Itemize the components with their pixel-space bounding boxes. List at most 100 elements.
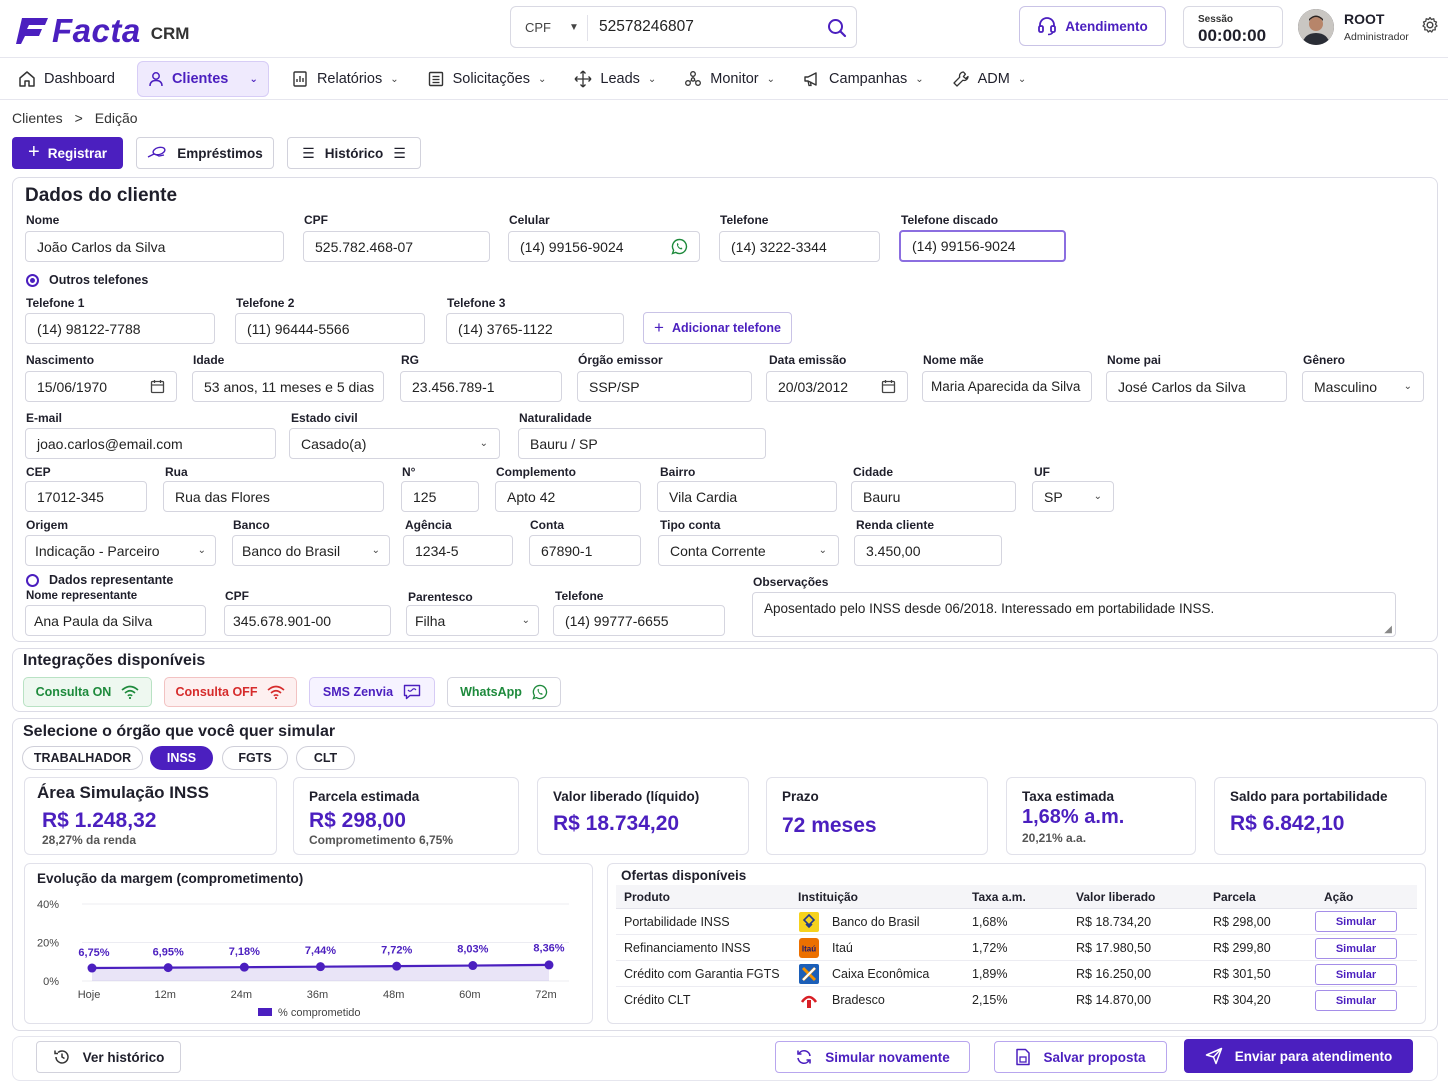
notes-textarea[interactable]: Aposentado pelo INSS desde 06/2018. Inte… [752,592,1396,637]
gender-select[interactable]: Masculino ⌄ [1302,371,1424,402]
issuer-field[interactable]: SSP/SP [577,371,752,402]
complement-field[interactable]: Apto 42 [495,481,641,512]
issue-date-field[interactable]: 20/03/2012 [766,371,908,402]
tab-fgts[interactable]: FGTS [222,746,288,770]
rep-phone-field[interactable]: (14) 99777-6655 [553,605,725,636]
kinship-select[interactable]: Filha ⌄ [406,605,539,636]
avatar[interactable] [1298,9,1334,45]
cep-label: CEP [26,465,51,479]
account-type-label: Tipo conta [660,518,721,532]
income-field[interactable]: 3.450,00 [854,535,1002,566]
other-phones-toggle[interactable]: Outros telefones [26,273,148,287]
father-field[interactable]: José Carlos da Silva [1106,371,1287,402]
age-label: Idade [193,353,225,367]
loans-button[interactable]: Empréstimos [136,137,274,169]
chevron-down-icon: ⌄ [371,545,380,556]
cpf-field[interactable]: 525.782.468-07 [303,231,490,262]
whatsapp-icon[interactable] [671,238,688,255]
simulation-area-sub: 28,27% da renda [42,833,137,847]
phone3-field[interactable]: (14) 3765-1122 [446,313,624,344]
simulate-offer-button[interactable]: Simular [1315,938,1397,959]
sms-zenvia-button[interactable]: SMS Zenvia [309,677,435,707]
marital-select[interactable]: Casado(a) ⌄ [289,428,500,459]
simulate-offer-button[interactable]: Simular [1315,911,1397,932]
nav-clientes[interactable]: Clientes ⌄ [136,61,269,97]
search-type-select[interactable]: CPF ▼ [525,20,579,35]
whatsapp-icon [532,684,548,700]
simulate-again-button[interactable]: Simular novamente [775,1041,970,1073]
kpi-term-title: Prazo [782,789,819,804]
search-input[interactable]: 52578246807 [599,18,694,35]
street-field[interactable]: Rua das Flores [163,481,384,512]
offers-col-rate: Taxa a.m. [972,890,1026,904]
account-type-select[interactable]: Conta Corrente ⌄ [658,535,839,566]
gear-icon[interactable] [1421,16,1439,34]
nav-leads[interactable]: Leads ⌄ [568,61,662,97]
simulate-offer-button[interactable]: Simular [1315,990,1397,1011]
phone-field[interactable]: (14) 3222-3344 [719,231,880,262]
nav-campanhas[interactable]: Campanhas ⌄ [797,61,930,97]
phone1-field[interactable]: (14) 98122-7788 [25,313,215,344]
add-phone-button[interactable]: + Adicionar telefone [643,312,792,344]
banco-do-brasil-logo-icon [799,912,819,932]
consulta-off-label: Consulta OFF [175,685,258,699]
logo[interactable]: Facta CRM [16,12,189,50]
support-button[interactable]: Atendimento [1019,6,1166,46]
birth-label: Nascimento [26,353,95,367]
move-icon [574,70,592,88]
phone2-field[interactable]: (11) 96444-5566 [235,313,425,344]
tab-clt[interactable]: CLT [296,746,355,770]
offer-amount: R$ 18.734,20 [1076,915,1152,929]
view-history-button[interactable]: Ver histórico [36,1041,181,1073]
chart-point [316,962,325,972]
bank-select[interactable]: Banco do Brasil ⌄ [232,535,390,566]
rep-name-field[interactable]: Ana Paula da Silva [25,605,206,636]
offer-product: Refinanciamento INSS [624,941,751,955]
nav-solicitacoes[interactable]: Solicitações ⌄ [421,61,553,97]
send-to-support-button[interactable]: Enviar para atendimento [1184,1039,1413,1073]
chevron-down-icon: ▼ [569,22,579,33]
chart-x-tick: 48m [383,989,404,1001]
rep-cpf-field[interactable]: 345.678.901-00 [224,605,391,636]
account-field[interactable]: 67890-1 [529,535,641,566]
search-icon[interactable] [827,18,847,38]
birthplace-field[interactable]: Bauru / SP [518,428,766,459]
register-button[interactable]: + Registrar [12,137,123,169]
mother-field[interactable]: Maria Aparecida da Silva [922,371,1092,402]
tab-inss[interactable]: INSS [150,746,213,770]
nav-dashboard[interactable]: Dashboard [12,61,121,97]
nav-monitor[interactable]: Monitor ⌄ [678,61,781,97]
history-button[interactable]: ☰ Histórico ☰ [287,137,421,169]
cep-field[interactable]: 17012-345 [25,481,147,512]
resize-handle-icon[interactable]: ◢ [1384,624,1392,635]
city-field[interactable]: Bauru [851,481,1016,512]
whatsapp-integration-button[interactable]: WhatsApp [447,677,561,707]
save-proposal-button[interactable]: Salvar proposta [994,1041,1167,1073]
nav-relatorios[interactable]: Relatórios ⌄ [285,61,405,97]
consulta-off-button[interactable]: Consulta OFF [164,677,297,707]
nav-adm[interactable]: ADM ⌄ [946,61,1033,97]
name-field[interactable]: João Carlos da Silva [25,231,284,262]
birth-field[interactable]: 15/06/1970 [25,371,177,402]
main-nav: Dashboard Clientes ⌄ Relatórios ⌄ Solici… [12,61,1032,97]
origin-select[interactable]: Indicação - Parceiro ⌄ [25,535,216,566]
calendar-icon[interactable] [881,379,896,394]
history-icon [53,1050,69,1064]
offers-col-installment: Parcela [1213,890,1256,904]
chart-data-label: 7,72% [381,944,412,956]
consulta-on-button[interactable]: Consulta ON [23,677,152,707]
district-field[interactable]: Vila Cardia [657,481,837,512]
representative-toggle[interactable]: Dados representante [26,573,173,587]
simulate-offer-button[interactable]: Simular [1315,964,1397,985]
dialed-field[interactable]: (14) 99156-9024 [899,230,1066,262]
breadcrumb-root[interactable]: Clientes [12,110,63,126]
agency-field[interactable]: 1234-5 [403,535,513,566]
calendar-icon[interactable] [150,379,165,394]
cell-field[interactable]: (14) 99156-9024 [508,231,700,262]
tab-trabalhador[interactable]: TRABALHADOR [22,746,143,770]
uf-select[interactable]: SP ⌄ [1032,481,1114,512]
rg-field[interactable]: 23.456.789-1 [400,371,562,402]
number-field[interactable]: 125 [401,481,479,512]
simulation-title: Selecione o órgão que você quer simular [23,723,336,740]
email-field[interactable]: joao.carlos@email.com [25,428,276,459]
